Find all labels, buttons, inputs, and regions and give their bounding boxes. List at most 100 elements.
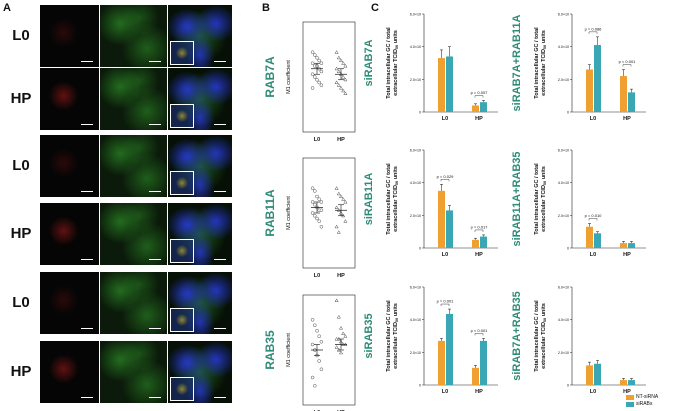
c-xtick-1-0: L0 [590,116,596,122]
ytick-0-1: 2.0×10 [410,78,421,82]
pbracket-2-1 [474,229,484,232]
row-label-0: L0 [12,27,30,44]
dot-0-1-10 [334,80,339,84]
dot-1-1-11 [336,230,341,234]
m1-ylabel-0: M1 coefficient [286,60,292,94]
dot-0-1-11 [336,83,341,87]
pvalue-3-0: p = 0.010 [585,213,603,218]
dot-1-0-2 [315,194,319,199]
dot-0-1-3 [341,61,346,65]
dotplot-rab11a: RAB11A M1 coefficient L0 HP [263,157,356,279]
micrograph-r2-c0 [40,135,99,197]
scale-bar-r3-c1 [149,259,161,260]
panel-label-c: C [371,2,379,14]
dot-0-1-2 [339,58,343,62]
legend-swatch-sirabs [626,402,634,407]
dot-0-0-12 [315,78,319,82]
bar-5-0-1 [594,363,601,385]
dot-0-1-1 [336,55,341,60]
dot-0-0-9 [319,69,324,74]
dot-0-0-5 [310,61,315,65]
scale-bar-r1-c1 [149,124,161,125]
bar-4-0-1 [446,313,453,385]
bar-0-1-1 [480,102,487,112]
micrograph-r3-c1 [100,203,167,265]
ytick-4-2: 4.0×10 [410,318,421,322]
m1-ylabel-1: M1 coefficient [286,196,292,230]
scale-bar-r3-c2 [214,259,226,260]
dot-0-1-13 [341,88,346,93]
bar-2-1-1 [480,236,487,248]
dot-2-0-2 [315,329,319,333]
micrograph-r3-c2 [168,203,232,265]
c-xtick-4-1: HP [475,389,483,395]
dot-0-1-12 [339,85,343,90]
ytick-2-1: 2.0×10 [410,214,421,218]
si-label-1: siRAB7A+RAB11A [511,15,523,112]
ytick-2-0: 0 [419,247,421,251]
micrograph-r5-c1 [100,341,167,403]
dot-0-1-5 [334,66,339,71]
dot-0-0-2 [315,56,319,60]
bar-0-0-1 [446,56,453,112]
xtick-0-0: L0 [314,137,320,143]
dot-1-0-12 [315,216,319,221]
dot-2-0-10 [310,375,315,380]
micrograph-r3-c0 [40,203,99,265]
legend-item-nt-sirna: NT-siRNA [626,394,658,401]
ytick-3-2: 4.0×10 [558,181,569,185]
c-ylabel1-4: Total intracellular GC / total [386,300,392,372]
si-label-3: siRAB11A+RAB35 [511,151,523,246]
dot-0-0-10 [310,72,315,76]
scale-bar-r1-c0 [81,124,93,125]
row-label-2: L0 [12,157,30,174]
dot-2-0-3 [317,334,321,338]
dot-1-1-5 [334,205,339,209]
legend-item-sirabs: siRABs [626,401,658,408]
dot-1-1-0 [334,186,339,190]
legend-swatch-nt-sirna [626,395,634,400]
ytick-5-0: 0 [567,384,569,388]
legend-label-sirabs: siRABs [636,401,653,407]
dot-2-1-1 [336,314,341,319]
inset-box-r0 [170,41,194,65]
c-xtick-3-0: L0 [590,252,596,258]
dot-0-0-14 [319,83,324,87]
c-ylabel2-2: extracellular TCID50 units [393,166,399,232]
ytick-3-3: 6.0×10 [558,149,569,153]
bar-2-0-1 [446,210,453,248]
plot-frame-1 [302,157,356,269]
panel-label-a: A [3,2,11,14]
dot-2-0-8 [317,359,321,363]
c-xtick-0-1: HP [475,116,483,122]
scale-bar-r0-c2 [214,61,226,62]
barchart-sirab11a: siRAB11A Total intracellular GC / total ex… [363,149,498,258]
panel-label-b: B [262,2,270,14]
c-ylabel2-5: extracellular TCID50 units [541,303,547,369]
dot-2-0-0 [310,318,315,322]
c-xtick-5-1: HP [623,389,631,395]
dot-1-0-4 [319,200,324,204]
c-xtick-0-0: L0 [442,116,448,122]
dot-2-0-4 [319,340,324,344]
dot-0-0-3 [317,58,321,63]
dot-1-0-11 [313,214,317,218]
row-label-3: HP [10,225,32,242]
dot-0-1-4 [343,63,348,68]
plot-frame-2 [302,294,356,406]
dot-2-0-1 [313,323,317,327]
dot-2-1-4 [343,334,348,338]
scale-bar-r5-c1 [149,397,161,398]
scale-bar-r1-c2 [214,124,226,125]
c-ylabel1-1: Total intracellular GC / total [534,27,540,99]
ytick-3-0: 0 [567,247,569,251]
dot-2-1-2 [339,325,343,330]
bar-2-0-0 [438,190,445,248]
dot-1-0-1 [313,189,317,193]
micrograph-r1-c0 [40,68,99,130]
dot-1-0-9 [319,208,324,212]
dot-1-0-13 [317,219,321,223]
dot-2-1-0 [334,298,339,302]
scale-bar-r0-c0 [81,61,93,62]
